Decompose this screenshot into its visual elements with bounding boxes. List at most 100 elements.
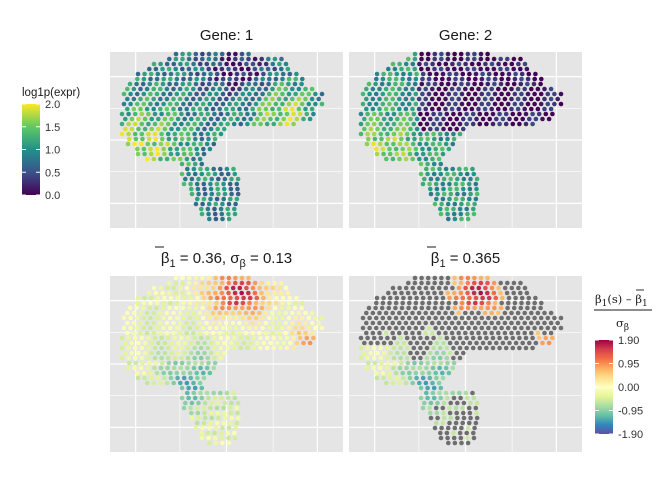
spot xyxy=(444,345,450,351)
spot xyxy=(123,350,128,356)
spot xyxy=(197,156,203,162)
spot xyxy=(522,320,527,326)
spot xyxy=(519,91,524,97)
spot xyxy=(286,325,292,331)
spot xyxy=(193,81,199,87)
spot xyxy=(461,126,466,132)
spot xyxy=(407,370,412,376)
spot xyxy=(168,370,173,376)
spots-beta-sig xyxy=(358,275,564,446)
spot xyxy=(431,385,437,391)
spot xyxy=(227,300,232,306)
spot xyxy=(474,400,480,406)
spot xyxy=(218,345,224,351)
spot xyxy=(479,76,485,82)
spot xyxy=(126,335,131,341)
spot xyxy=(529,96,534,102)
spot xyxy=(195,375,200,381)
spot xyxy=(383,96,389,102)
spot xyxy=(532,76,537,82)
spot xyxy=(459,315,465,321)
spot xyxy=(280,91,285,97)
spot xyxy=(494,116,499,122)
spot xyxy=(519,76,524,82)
spot xyxy=(294,340,300,346)
spot xyxy=(159,111,164,117)
spot xyxy=(234,300,239,306)
spot xyxy=(469,86,475,92)
spot xyxy=(529,310,534,316)
spot xyxy=(365,355,370,361)
spot xyxy=(172,121,178,127)
spot xyxy=(141,76,147,82)
spot xyxy=(177,310,183,316)
spots-beta-full xyxy=(119,275,325,446)
spot xyxy=(233,81,238,87)
spot xyxy=(158,380,163,386)
spot xyxy=(520,340,525,346)
spot xyxy=(135,370,140,376)
spot xyxy=(222,116,227,122)
spot xyxy=(438,435,444,441)
spot xyxy=(406,81,411,87)
spot xyxy=(447,295,452,301)
spot xyxy=(455,415,460,421)
spot xyxy=(187,101,193,107)
legend-tick-label: 0.95 xyxy=(618,359,639,371)
spot xyxy=(175,116,181,122)
spot xyxy=(410,86,415,92)
spot xyxy=(485,56,490,62)
spot xyxy=(461,116,466,122)
spot xyxy=(535,96,541,102)
spot xyxy=(138,96,143,102)
spot xyxy=(480,295,485,301)
spot xyxy=(413,315,419,321)
spot xyxy=(440,420,446,426)
spot xyxy=(156,350,161,356)
spot xyxy=(433,325,438,331)
spot xyxy=(406,305,411,311)
spot xyxy=(412,136,417,142)
spot xyxy=(390,320,396,326)
spot xyxy=(259,81,265,87)
spot xyxy=(138,141,144,147)
spot xyxy=(428,350,433,356)
spot xyxy=(444,111,450,117)
spot xyxy=(449,330,455,336)
spot xyxy=(206,136,211,142)
spot xyxy=(451,335,456,341)
spot xyxy=(309,96,315,102)
spot xyxy=(178,141,184,147)
spot xyxy=(178,156,183,162)
spot xyxy=(391,345,397,351)
spot xyxy=(372,360,378,366)
spot xyxy=(266,325,272,331)
spot xyxy=(148,146,153,152)
spot xyxy=(202,186,207,192)
spot xyxy=(464,121,469,127)
spot xyxy=(195,151,200,157)
spot xyxy=(173,56,179,62)
spot xyxy=(266,81,271,87)
spot xyxy=(515,330,521,336)
spot xyxy=(401,375,406,381)
spot xyxy=(225,121,230,127)
spot xyxy=(145,141,151,147)
spot xyxy=(457,335,463,341)
spot xyxy=(293,76,299,82)
spot xyxy=(285,290,291,296)
spot xyxy=(536,335,542,341)
spot xyxy=(419,51,424,57)
spot xyxy=(237,106,242,112)
spot xyxy=(454,116,460,122)
spot xyxy=(220,325,226,331)
spot xyxy=(437,365,442,371)
spot xyxy=(525,76,531,82)
spot xyxy=(234,71,240,77)
spot xyxy=(250,320,255,326)
spot xyxy=(445,171,450,177)
spot xyxy=(460,420,466,426)
spot xyxy=(440,151,446,157)
spot xyxy=(407,146,412,152)
spot xyxy=(193,290,198,296)
